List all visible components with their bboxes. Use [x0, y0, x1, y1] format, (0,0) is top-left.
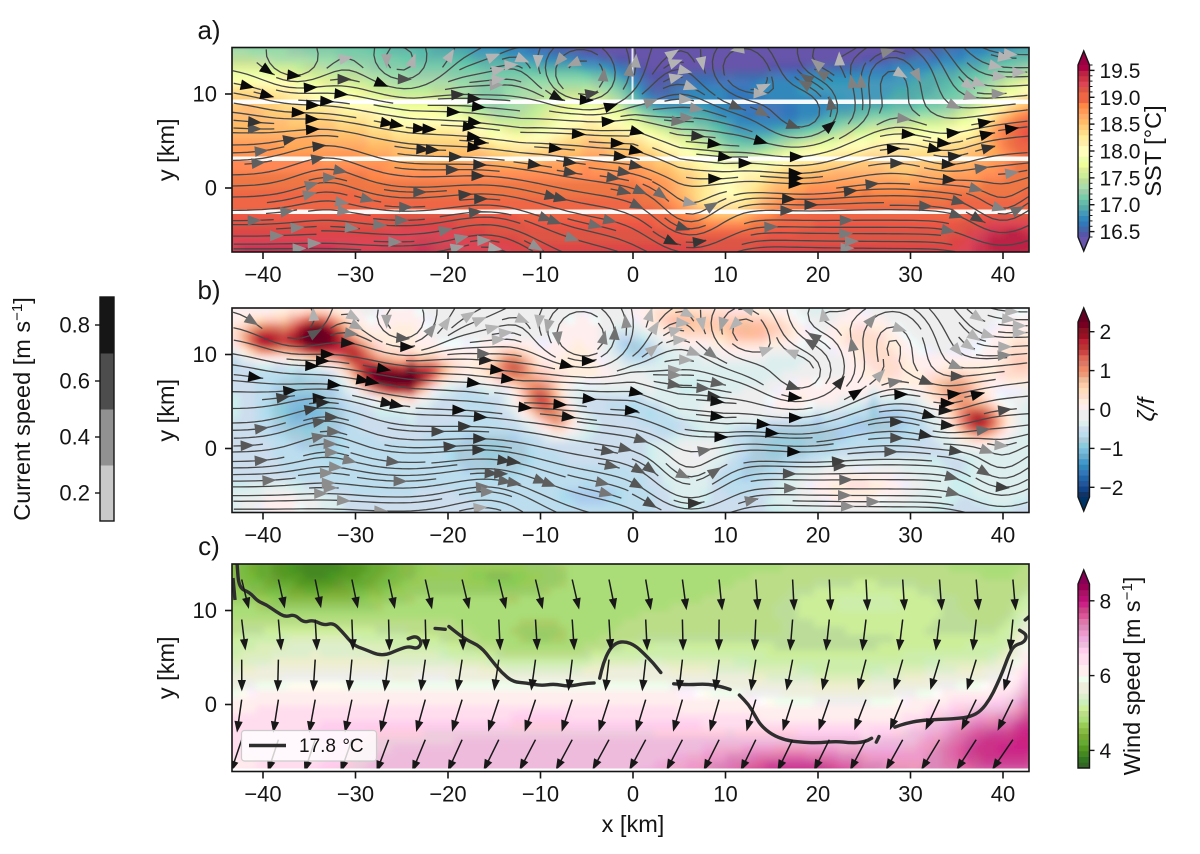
svg-text:y [km]: y [km]: [153, 118, 179, 181]
svg-text:18.0: 18.0: [1100, 141, 1141, 164]
svg-text:−10: −10: [522, 523, 559, 548]
svg-text:−30: −30: [337, 523, 374, 548]
svg-text:0: 0: [1100, 399, 1112, 422]
svg-text:b): b): [197, 275, 220, 305]
svg-text:Wind speed [m s−1]: Wind speed [m s−1]: [1119, 577, 1146, 776]
svg-text:30: 30: [898, 523, 922, 548]
svg-text:−20: −20: [429, 782, 466, 807]
svg-text:19.5: 19.5: [1100, 60, 1141, 83]
svg-text:18.5: 18.5: [1100, 114, 1141, 137]
svg-text:20: 20: [806, 262, 830, 287]
svg-text:0: 0: [205, 176, 217, 201]
svg-text:30: 30: [898, 262, 922, 287]
svg-text:−30: −30: [337, 782, 374, 807]
svg-text:a): a): [197, 15, 220, 45]
svg-text:40: 40: [991, 262, 1015, 287]
svg-text:17.5: 17.5: [1100, 167, 1141, 190]
svg-text:8: 8: [1100, 590, 1112, 613]
svg-text:4: 4: [1100, 740, 1112, 763]
svg-text:−20: −20: [429, 523, 466, 548]
svg-text:−30: −30: [337, 262, 374, 287]
svg-text:−10: −10: [522, 782, 559, 807]
svg-text:0: 0: [627, 782, 639, 807]
svg-text:ζ/f: ζ/f: [1133, 395, 1159, 421]
svg-text:1: 1: [1100, 360, 1112, 383]
svg-text:10: 10: [193, 82, 217, 107]
svg-text:6: 6: [1100, 665, 1112, 688]
svg-text:−10: −10: [522, 262, 559, 287]
svg-text:10: 10: [193, 598, 217, 623]
svg-text:−40: −40: [244, 262, 281, 287]
svg-text:17.0: 17.0: [1100, 194, 1141, 217]
svg-text:16.5: 16.5: [1100, 221, 1141, 244]
svg-text:10: 10: [193, 342, 217, 367]
svg-text:−40: −40: [244, 523, 281, 548]
svg-text:0: 0: [205, 436, 217, 461]
svg-text:0: 0: [627, 523, 639, 548]
svg-text:17.8 °C: 17.8 °C: [299, 736, 364, 757]
svg-text:SST [°C]: SST [°C]: [1140, 105, 1166, 196]
svg-text:−2: −2: [1100, 477, 1124, 500]
svg-text:−40: −40: [244, 782, 281, 807]
svg-text:30: 30: [898, 782, 922, 807]
svg-text:0: 0: [627, 262, 639, 287]
svg-text:y [km]: y [km]: [153, 636, 179, 699]
svg-text:20: 20: [806, 782, 830, 807]
svg-text:10: 10: [713, 262, 737, 287]
svg-text:y [km]: y [km]: [153, 379, 179, 442]
svg-text:40: 40: [991, 523, 1015, 548]
svg-text:−20: −20: [429, 262, 466, 287]
svg-text:−1: −1: [1100, 438, 1124, 461]
svg-text:10: 10: [713, 782, 737, 807]
svg-text:Current speed [m s−1]: Current speed [m s−1]: [9, 297, 36, 520]
svg-text:c): c): [198, 531, 220, 561]
svg-text:0: 0: [205, 692, 217, 717]
svg-text:x [km]: x [km]: [602, 811, 665, 837]
svg-text:2: 2: [1100, 321, 1112, 344]
svg-text:0.8: 0.8: [59, 313, 90, 338]
svg-text:0.2: 0.2: [59, 481, 90, 506]
svg-text:0.6: 0.6: [59, 369, 90, 394]
svg-text:0.4: 0.4: [59, 425, 90, 450]
svg-text:19.0: 19.0: [1100, 87, 1141, 110]
svg-text:40: 40: [991, 782, 1015, 807]
svg-text:20: 20: [806, 523, 830, 548]
svg-text:10: 10: [713, 523, 737, 548]
